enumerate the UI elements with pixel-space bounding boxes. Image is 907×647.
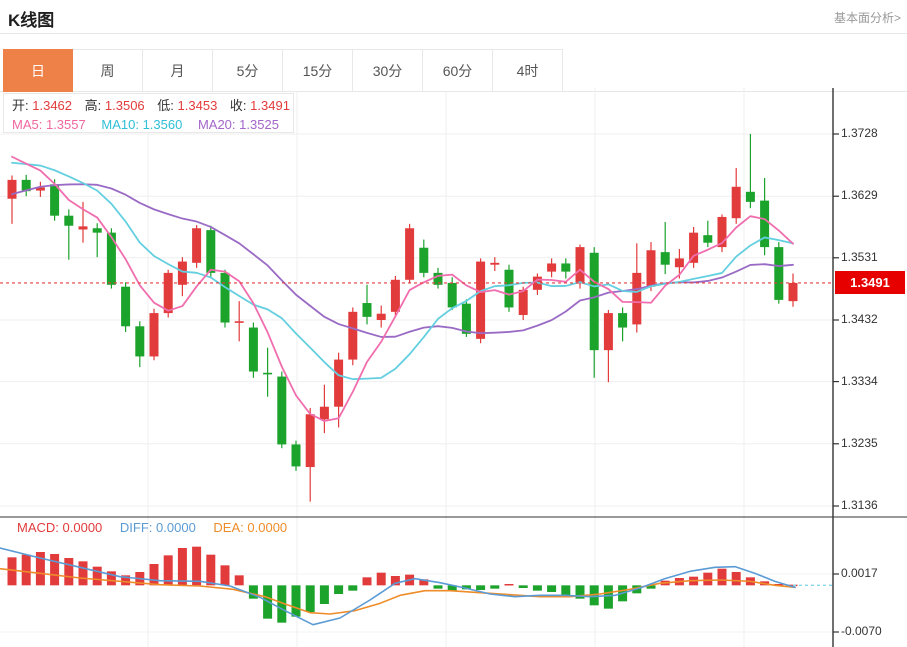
tab-日[interactable]: 日 xyxy=(3,49,73,92)
ohlc-row: 开: 1.3462 高: 1.3506 低: 1.3453 收: 1.3491 xyxy=(12,96,293,115)
high-label: 高: xyxy=(84,98,102,113)
tab-60分[interactable]: 60分 xyxy=(423,49,493,92)
open-value: 1.3462 xyxy=(32,98,73,113)
ma20-legend: MA20: 1.3525 xyxy=(197,117,279,132)
macd-value: MACD: 0.0000 xyxy=(17,520,103,535)
price-axis-label: 1.3334 xyxy=(841,373,878,388)
price-axis-label: 1.3235 xyxy=(841,435,878,450)
page-header: K线图 基本面分析> xyxy=(0,0,907,34)
ma-row: MA5: 1.3557 MA10: 1.3560 MA20: 1.3525 xyxy=(12,115,293,134)
high-value: 1.3506 xyxy=(104,98,145,113)
diff-value: DIFF: 0.0000 xyxy=(119,520,196,535)
price-axis-label: 1.3728 xyxy=(841,126,878,140)
ma5-legend: MA5: 1.3557 xyxy=(12,117,86,132)
fundamental-analysis-link[interactable]: 基本面分析> xyxy=(833,11,901,25)
ma10-legend: MA10: 1.3560 xyxy=(101,117,183,132)
price-axis-label: 1.3136 xyxy=(841,498,878,512)
price-axis-label: 1.3629 xyxy=(841,188,878,203)
ohlc-legend-box: 开: 1.3462 高: 1.3506 低: 1.3453 收: 1.3491 … xyxy=(3,93,294,133)
close-label: 收: xyxy=(229,98,247,113)
price-axis-label: 1.3531 xyxy=(841,249,878,264)
tab-月[interactable]: 月 xyxy=(143,49,213,92)
close-value: 1.3491 xyxy=(250,98,290,113)
current-price-badge: 1.3491 xyxy=(835,271,905,294)
tab-15分[interactable]: 15分 xyxy=(283,49,353,92)
macd-axis-label: -0.0070 xyxy=(841,624,882,638)
tab-4时[interactable]: 4时 xyxy=(493,49,563,92)
tab-5分[interactable]: 5分 xyxy=(213,49,283,92)
macd-legend: MACD: 0.0000 DIFF: 0.0000 DEA: 0.0000 xyxy=(17,520,287,535)
low-label: 低: xyxy=(157,98,174,113)
dea-value: DEA: 0.0000 xyxy=(213,520,288,535)
macd-axis-label: 0.0017 xyxy=(841,566,878,580)
tab-30分[interactable]: 30分 xyxy=(353,49,423,92)
page-title: K线图 xyxy=(8,11,55,30)
open-label: 开: xyxy=(12,98,29,113)
low-value: 1.3453 xyxy=(177,98,218,113)
timeframe-tabs: 日周月 5分 15分 30分 60分 4时 xyxy=(3,49,563,92)
tab-周[interactable]: 周 xyxy=(73,49,143,92)
price-axis-label: 1.3432 xyxy=(841,312,878,326)
